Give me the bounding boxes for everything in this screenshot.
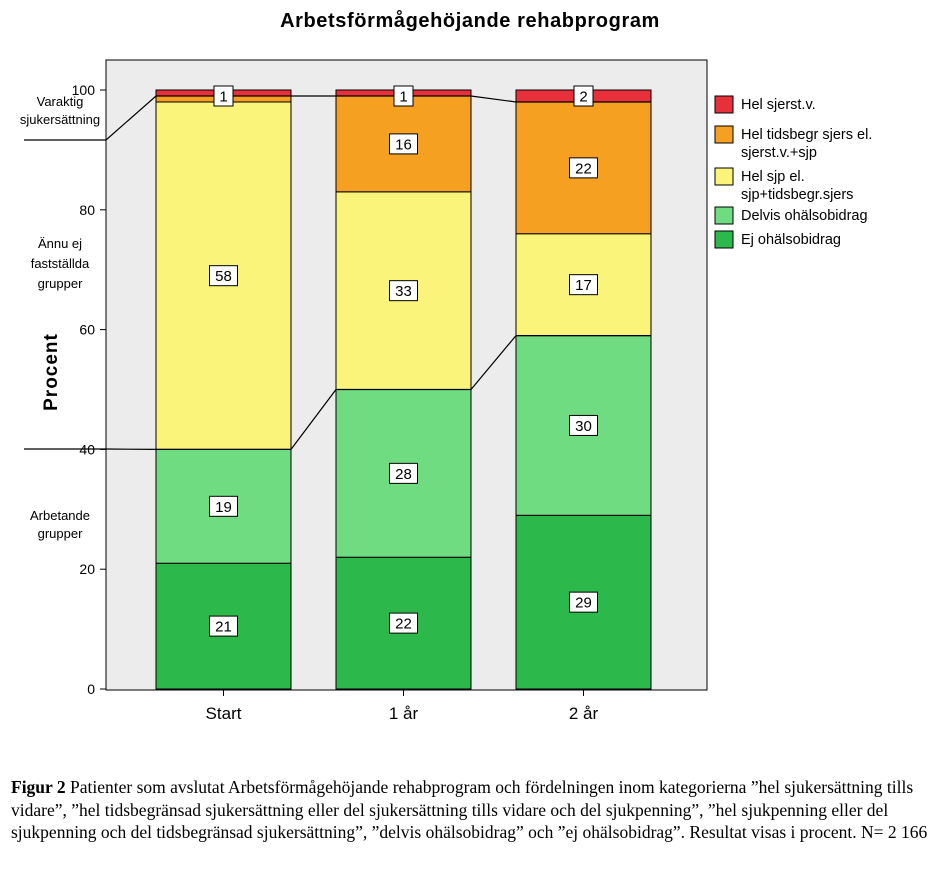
value-label-1-år-hel-tidsbegr-sjers-el-sjerst-v-sjp: 16 [389,133,418,155]
legend-label: Delvis ohälsobidrag [741,208,868,224]
value-label-start-hel-sjp-el-sjp-tidsbegr-sjers: 58 [209,265,238,287]
value-label-text: 22 [395,616,412,633]
value-label-box [209,495,238,517]
legend-item-ej-ohälsobidrag: Ej ohälsobidrag [714,230,841,249]
value-label-box [389,612,418,634]
y-tick-label-20: 20 [79,561,95,577]
value-label-2-år-ej-ohälsobidrag: 29 [569,591,598,613]
y-tick-label-0: 0 [87,681,95,697]
value-label-text: 19 [215,499,232,516]
value-label-box [389,133,418,155]
value-label-text: 22 [575,160,592,177]
value-label-start-ej-ohälsobidrag: 21 [209,615,238,637]
value-label-start-hel-sjerst-v: 1 [213,85,234,107]
chart-title: Arbetsförmågehöjande rehabprogram [280,9,660,32]
legend-label: Ej ohälsobidrag [741,232,841,248]
caption-label: Figur 2 [11,777,66,797]
legend-item-hel-sjp-el-sjp-tidsbegr-sjers: Hel sjp el. sjp+tidsbegr.sjers [714,167,853,203]
y-tick-label-60: 60 [79,322,95,338]
y-axis-title: Procent [41,333,62,411]
axes-layer: Start 1 år 2 år 0 20 40 60 80 100 [72,82,599,723]
legend-label: Hel sjerst.v. [741,97,816,113]
value-label-box [393,85,414,107]
y-tick-label-40: 40 [79,441,95,457]
value-label-2-år-delvis-ohälsobidrag: 30 [569,414,598,436]
value-label-text: 58 [215,268,232,285]
value-label-box [389,280,418,302]
group-labels-layer: Varaktig sjukersättning Ännu ej fastställda… [20,94,100,541]
value-label-box [573,85,594,107]
x-tick-label-2-år: 2 år [569,704,599,723]
legend-swatch [714,95,734,114]
value-label-box [569,414,598,436]
legend-swatch [714,206,734,225]
value-label-text: 2 [579,89,587,106]
value-label-text: 30 [575,418,592,435]
value-label-1-år-hel-sjp-el-sjp-tidsbegr-sjers: 33 [389,280,418,302]
value-label-box [569,274,598,296]
value-label-box [213,85,234,107]
value-label-1-år-ej-ohälsobidrag: 22 [389,612,418,634]
value-label-text: 16 [395,136,412,153]
legend-item-hel-sjerst-v: Hel sjerst.v. [714,95,816,114]
y-tick-label-80: 80 [79,202,95,218]
value-label-box [569,591,598,613]
value-label-box [569,157,598,179]
value-label-text: 1 [219,89,227,106]
value-label-2-år-hel-tidsbegr-sjers-el-sjerst-v-sjp: 22 [569,157,598,179]
legend-swatch [714,125,734,144]
group-label-1: Varaktig sjukersättning [20,94,100,127]
group-label-3: Arbetande grupper [30,508,90,541]
chart-area: Arbetsförmågehöjande rehabprogram Procen… [20,9,872,723]
x-tick-label-1-år: 1 år [389,704,419,723]
value-label-text: 28 [395,466,412,483]
caption-text: Patienter som avslutat Arbetsförmågehöja… [11,777,928,842]
value-label-1-år-hel-sjerst-v: 1 [393,85,414,107]
legend-label: Hel tidsbegr sjers el. sjerst.v.+sjp [741,127,872,161]
y-tick-label-100: 100 [72,82,96,98]
value-label-box [209,265,238,287]
value-label-text: 29 [575,595,592,612]
group-boundary-line-1 [24,334,651,450]
group-boundaries-layer [24,95,651,450]
legend-label: Hel sjp el. sjp+tidsbegr.sjers [741,169,853,203]
value-label-box [389,462,418,484]
x-tick-label-start: Start [206,704,242,723]
legend-swatch [714,167,734,186]
value-label-1-år-delvis-ohälsobidrag: 28 [389,462,418,484]
value-label-text: 33 [395,283,412,300]
legend-item-delvis-ohälsobidrag: Delvis ohälsobidrag [714,206,868,225]
legend-swatch [714,230,734,249]
stacked-bar-chart: Arbetsförmågehöjande rehabprogram Procen… [20,9,872,723]
legend: Hel sjerst.v. Hel tidsbegr sjers el. sjers… [714,95,872,249]
group-label-2: Ännu ej fastställda grupper [31,236,90,291]
group-boundary-line-2 [24,95,651,141]
value-label-start-delvis-ohälsobidrag: 19 [209,495,238,517]
value-label-2-år-hel-sjerst-v: 2 [573,85,594,107]
value-label-text: 1 [399,89,407,106]
value-label-box [209,615,238,637]
figure-caption: Figur 2 Patienter som avslutat Arbetsför… [11,776,936,844]
value-label-2-år-hel-sjp-el-sjp-tidsbegr-sjers: 17 [569,274,598,296]
bars-layer [155,89,652,690]
legend-item-hel-tidsbegr-sjers-el-sjerst-v-sjp: Hel tidsbegr sjers el. sjerst.v.+sjp [714,125,872,161]
value-label-text: 17 [575,277,592,294]
value-label-text: 21 [215,619,232,636]
